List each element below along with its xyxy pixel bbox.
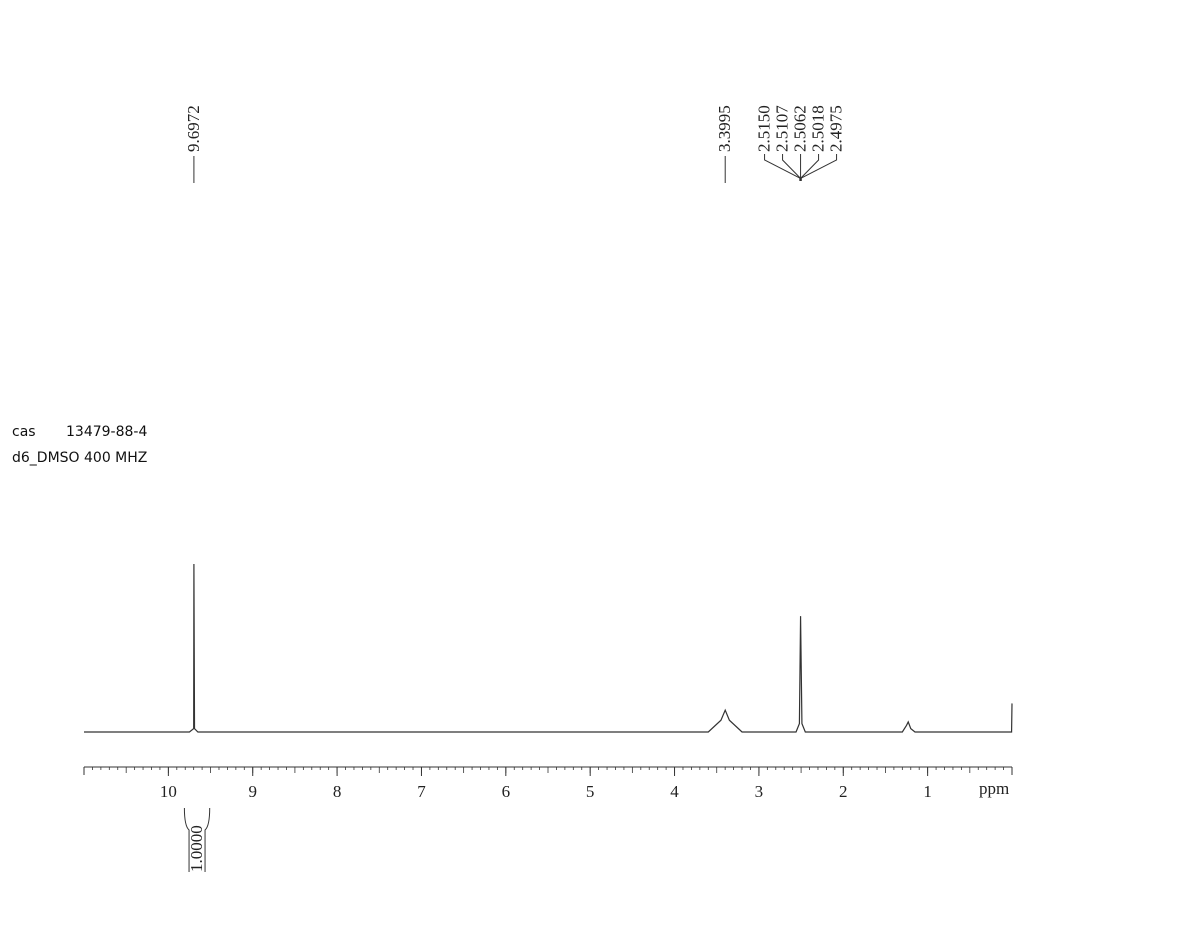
x-tick-label: 1 [923,782,932,801]
x-tick-label: 7 [417,782,426,801]
x-tick-label: 3 [755,782,764,801]
x-tick-label: 4 [670,782,679,801]
peak-label: 2.5062 [791,105,810,152]
note-value: 13479-88-4 [66,424,147,440]
peak-label: 2.5150 [755,105,774,152]
x-tick-label: 2 [839,782,848,801]
peak-marker [800,154,838,181]
peak-label: 9.6972 [184,105,203,152]
note-solvent: d6_DMSO 400 MHZ [12,450,147,466]
integral-bracket [183,807,211,872]
x-tick-label: 9 [248,782,257,801]
spectrum-line [84,563,1013,733]
note-label: cas [12,424,36,440]
x-tick-label: 6 [502,782,511,801]
integral-label: 1.0000 [187,825,206,872]
peak-label: 3.3995 [715,105,734,152]
peak-label: 2.4975 [827,105,846,152]
x-tick-label: 10 [160,782,177,801]
peak-label: 2.5107 [773,105,792,152]
peak-label: 2.5018 [809,105,828,152]
x-tick-label: 8 [333,782,342,801]
x-axis-label: ppm [979,779,1009,798]
x-tick-label: 5 [586,782,595,801]
